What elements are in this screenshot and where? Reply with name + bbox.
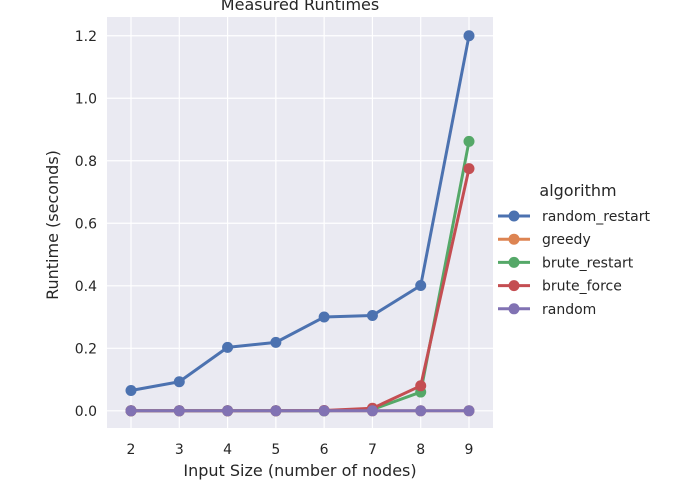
y-tick-label: 1.0	[75, 91, 97, 107]
data-point	[270, 405, 282, 417]
chart-title: Measured Runtimes	[221, 0, 379, 14]
x-tick-label: 8	[416, 442, 425, 458]
x-tick-label: 5	[271, 442, 280, 458]
axes: 0.0 0.2 0.4 0.6 0.8 1.0 1.2 2 3 4 5 6 7 8 9	[75, 29, 474, 458]
legend-label: random	[542, 302, 596, 318]
data-point	[125, 405, 137, 417]
data-point	[415, 380, 427, 392]
series-line	[129, 34, 471, 392]
grid-lines	[107, 17, 493, 428]
legend-marker	[508, 280, 520, 292]
series-random-restart	[125, 30, 475, 396]
y-tick-label: 1.2	[75, 29, 97, 45]
y-tick-label: 0.0	[75, 404, 97, 420]
legend-marker	[508, 210, 520, 222]
x-tick-label: 7	[368, 442, 377, 458]
data-point	[222, 341, 234, 353]
legend-title: algorithm	[539, 181, 616, 200]
data-point	[270, 336, 282, 348]
data-point	[366, 309, 378, 321]
data-point	[366, 405, 378, 417]
data-point	[318, 311, 330, 323]
x-tick-label: 9	[465, 442, 474, 458]
data-point	[463, 405, 475, 417]
data-point	[463, 163, 475, 175]
data-point	[173, 376, 185, 388]
legend-label: random_restart	[542, 209, 650, 225]
data-point	[125, 384, 137, 396]
series-random	[125, 405, 475, 417]
x-tick-label: 6	[320, 442, 329, 458]
data-point	[463, 135, 475, 147]
legend-marker	[508, 303, 520, 315]
legend-marker	[508, 256, 520, 268]
x-tick-label: 2	[127, 442, 136, 458]
legend-label: greedy	[542, 232, 591, 248]
data-point	[173, 405, 185, 417]
legend-label: brute_restart	[542, 255, 634, 271]
legend-item-brute-force: brute_force	[498, 279, 622, 295]
series-group	[125, 30, 475, 417]
legend-item-random: random	[498, 302, 596, 318]
legend-item-greedy: greedy	[498, 232, 591, 248]
legend-marker	[508, 233, 520, 245]
x-axis-title: Input Size (number of nodes)	[183, 461, 416, 480]
data-point	[222, 405, 234, 417]
y-tick-label: 0.8	[75, 154, 97, 170]
y-axis-title: Runtime (seconds)	[43, 150, 62, 300]
legend-label: brute_force	[542, 279, 622, 295]
y-tick-label: 0.2	[75, 341, 97, 357]
y-tick-label: 0.6	[75, 216, 97, 232]
data-point	[415, 405, 427, 417]
y-tick-label: 0.4	[75, 279, 97, 295]
data-point	[415, 279, 427, 291]
legend-item-random-restart: random_restart	[498, 209, 650, 225]
x-tick-label: 3	[175, 442, 184, 458]
x-tick-label: 4	[223, 442, 232, 458]
legend-item-brute-restart: brute_restart	[498, 255, 634, 271]
data-point	[318, 405, 330, 417]
plot-area	[107, 17, 493, 428]
data-point	[463, 30, 475, 42]
